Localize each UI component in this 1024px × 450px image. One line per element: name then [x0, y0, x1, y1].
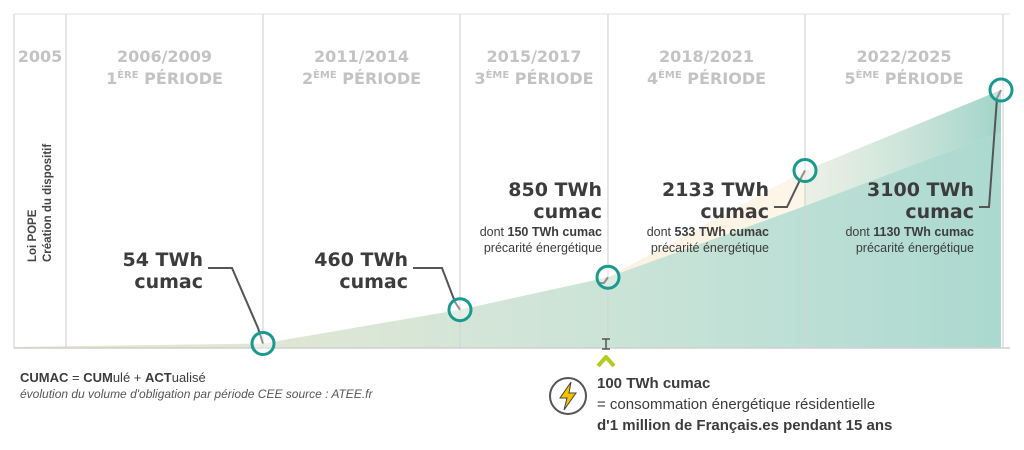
value-label: 3100 TWh [867, 179, 974, 201]
precarite-value: dont 150 TWh cumac [480, 225, 602, 239]
period-years: 2022/2025 [857, 47, 952, 66]
leader-line [208, 267, 264, 344]
precarite-value: dont 1130 TWh cumac [845, 225, 974, 239]
areas-layer [14, 90, 1001, 348]
legend-cum: CUM [83, 370, 113, 385]
vertical-label: Création du dispositif [42, 144, 54, 262]
value-unit: cumac [700, 201, 769, 223]
value-unit: cumac [339, 271, 408, 293]
area-precarite-teal [14, 131, 1001, 348]
period-years: 2011/2014 [314, 47, 409, 66]
value-marker [792, 157, 818, 183]
value-marker [595, 264, 621, 290]
precarite-value: dont 533 TWh cumac [647, 225, 769, 239]
precarite-label: précarité énergétique [651, 241, 769, 255]
legend-act-rest: ualisé [171, 370, 206, 385]
cumac-legend: CUMAC = CUMulé + ACTualisé [20, 370, 206, 385]
period-headers: 2005 2006/2009 1ÈRE PÉRIODE 2011/2014 2ÈME P… [18, 47, 964, 88]
value-unit: cumac [905, 201, 974, 223]
equivalence-population: d'1 million de Français.es pendant 15 an… [597, 417, 893, 434]
period-years: 2015/2017 [487, 47, 582, 66]
value-marker [988, 77, 1014, 103]
legend-cum-rest: ulé + [112, 370, 145, 385]
period-label: 1ÈRE PÉRIODE [106, 68, 223, 88]
value-marker [447, 297, 473, 323]
source-note: évolution du volume d'obligation par pér… [20, 387, 373, 401]
period-label: 3ÈME PÉRIODE [474, 68, 593, 88]
leader-line [774, 170, 806, 208]
lightning-bolt-icon [549, 377, 587, 415]
leader-lines [208, 89, 1002, 344]
precarite-label: précarité énergétique [484, 241, 602, 255]
legend-act: ACT [145, 370, 172, 385]
vertical-labels: Loi POPE Création du dispositif [27, 144, 54, 262]
period-label: 5ÈME PÉRIODE [844, 68, 963, 88]
period-label: 2ÈME PÉRIODE [302, 68, 421, 88]
legend-eq: = [68, 370, 84, 385]
value-label: 460 TWh [314, 249, 408, 271]
period-label: 4ÈME PÉRIODE [647, 68, 766, 88]
period-years: 2018/2021 [659, 47, 754, 66]
vertical-label: Loi POPE [27, 209, 39, 262]
value-unit: cumac [533, 201, 602, 223]
value-unit: cumac [134, 271, 203, 293]
value-label: 850 TWh [508, 179, 602, 201]
grid-layer [13, 13, 1010, 349]
up-arrow [596, 338, 616, 368]
value-markers [250, 77, 1014, 357]
period-years: 2006/2009 [117, 47, 212, 66]
equivalence-value: 100 TWh cumac [597, 375, 711, 392]
value-label: 2133 TWh [662, 179, 769, 201]
period-years: 2005 [18, 47, 63, 66]
equivalence-description: = consommation énergétique résidentielle [597, 396, 876, 413]
leader-line [413, 267, 461, 311]
chevron-up-icon [596, 355, 616, 368]
leader-line [979, 89, 1002, 208]
legend-cumac: CUMAC [20, 370, 69, 385]
value-label: 54 TWh [123, 249, 204, 271]
precarite-label: précarité énergétique [856, 241, 974, 255]
area-upper-teal [805, 90, 1001, 207]
value-marker [250, 331, 276, 357]
